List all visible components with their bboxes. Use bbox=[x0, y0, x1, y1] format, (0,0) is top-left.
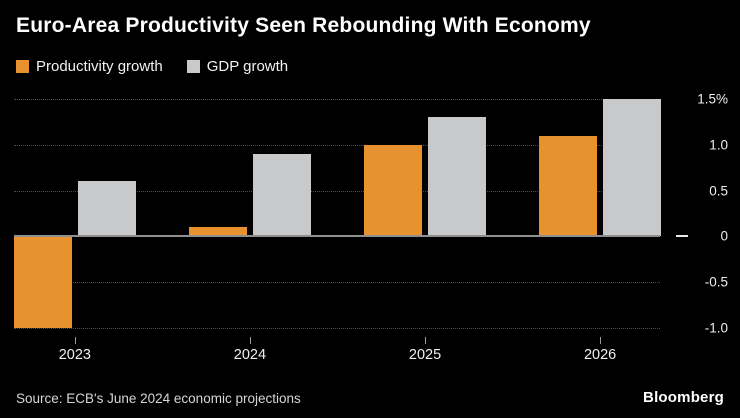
legend-swatch-icon bbox=[186, 60, 200, 73]
x-axis: 2023 2024 2025 2026 bbox=[14, 337, 660, 369]
x-tick-label-2024: 2024 bbox=[233, 347, 267, 363]
y-tick-label: 1.5% bbox=[697, 91, 728, 107]
footer: Source: ECB's June 2024 economic project… bbox=[0, 389, 740, 418]
x-tick bbox=[74, 337, 76, 344]
source-text: Source: ECB's June 2024 economic project… bbox=[16, 391, 301, 406]
bar-gdp-2026 bbox=[603, 99, 661, 237]
zero-tick bbox=[676, 235, 688, 238]
legend: Productivity growth GDP growth bbox=[16, 58, 288, 75]
x-tick bbox=[600, 337, 602, 344]
y-tick-label: 0.5 bbox=[709, 183, 728, 199]
bar-productivity-2024 bbox=[189, 227, 247, 237]
x-tick bbox=[249, 337, 251, 344]
x-tick-label-2023: 2023 bbox=[58, 347, 92, 363]
x-tick-label-2026: 2026 bbox=[583, 347, 617, 363]
bloomberg-logo: Bloomberg bbox=[643, 389, 724, 406]
gridline bbox=[14, 282, 660, 284]
plot-area bbox=[14, 90, 661, 337]
bar-gdp-2024 bbox=[253, 154, 311, 237]
legend-item-gdp: GDP growth bbox=[186, 58, 289, 75]
x-tick-label-2025: 2025 bbox=[408, 347, 442, 363]
gridline bbox=[14, 327, 660, 329]
bar-productivity-2023 bbox=[14, 236, 72, 328]
legend-swatch-icon bbox=[16, 60, 29, 73]
y-tick-label: 0 bbox=[720, 228, 728, 244]
legend-item-productivity: Productivity growth bbox=[16, 58, 163, 75]
y-tick-label: 1.0 bbox=[709, 137, 728, 153]
y-tick-label: -1.0 bbox=[704, 320, 728, 336]
bar-productivity-2026 bbox=[539, 135, 597, 237]
y-tick-label: -0.5 bbox=[704, 274, 728, 290]
bar-productivity-2025 bbox=[364, 144, 422, 237]
gridline bbox=[14, 190, 660, 192]
bar-gdp-2023 bbox=[77, 181, 136, 237]
bar-gdp-2025 bbox=[428, 117, 486, 237]
gridline bbox=[14, 144, 660, 146]
x-tick bbox=[425, 337, 427, 344]
legend-label: Productivity growth bbox=[36, 58, 163, 75]
gridline bbox=[14, 99, 660, 101]
legend-label: GDP growth bbox=[206, 58, 289, 75]
zero-baseline bbox=[14, 235, 660, 238]
chart-title: Euro-Area Productivity Seen Rebounding W… bbox=[16, 14, 591, 37]
y-axis-labels: 1.5% 1.0 0.5 0 -0.5 -1.0 bbox=[666, 90, 736, 337]
